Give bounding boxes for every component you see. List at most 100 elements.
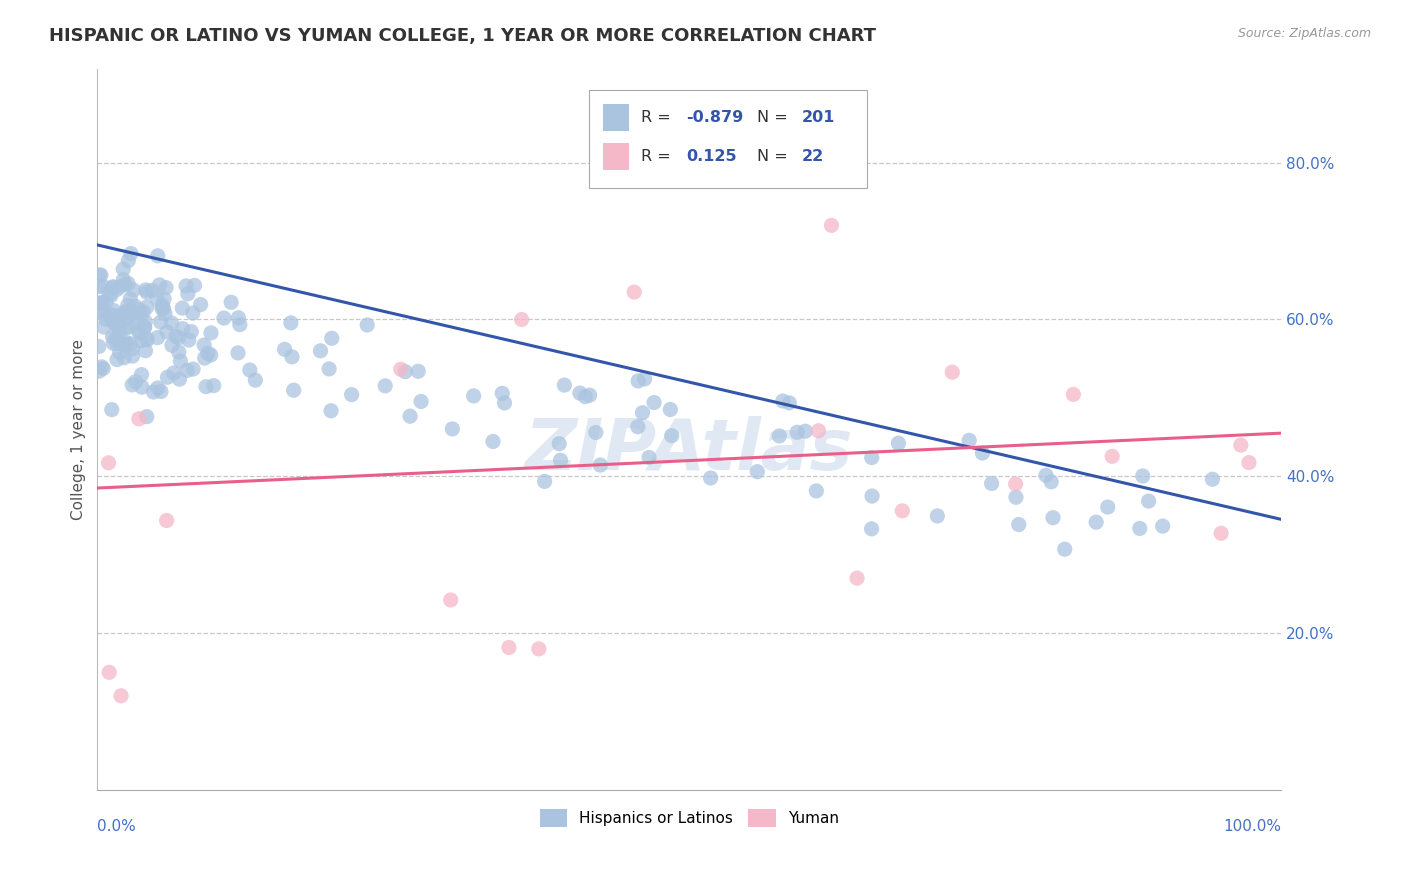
Point: [87, 339, 110, 353]
Point: [585, 425, 607, 440]
Point: [768, 429, 790, 443]
Point: [772, 394, 794, 409]
Point: [117, 298, 139, 312]
Point: [980, 476, 1002, 491]
Point: [786, 425, 808, 440]
Legend: Hispanics or Latinos, Yuman: Hispanics or Latinos, Yuman: [533, 803, 845, 833]
Point: [108, 323, 131, 337]
Point: [124, 299, 146, 313]
Point: [115, 337, 138, 351]
Point: [219, 295, 242, 310]
Text: 22: 22: [801, 149, 824, 164]
FancyBboxPatch shape: [603, 103, 628, 131]
Point: [627, 374, 650, 388]
Point: [108, 280, 131, 294]
Point: [194, 351, 217, 365]
Point: [245, 373, 267, 387]
Point: [114, 339, 136, 353]
Text: 0.0%: 0.0%: [97, 819, 136, 834]
Point: [887, 436, 910, 450]
Point: [1101, 450, 1123, 464]
Text: 100.0%: 100.0%: [1223, 819, 1281, 834]
Point: [394, 365, 416, 379]
Point: [136, 333, 159, 347]
Point: [94, 294, 117, 309]
Point: [1004, 477, 1026, 491]
Point: [177, 286, 200, 301]
Point: [128, 302, 150, 317]
Point: [374, 379, 396, 393]
Point: [1201, 472, 1223, 486]
Point: [283, 383, 305, 397]
Point: [747, 465, 769, 479]
Point: [659, 402, 682, 417]
Point: [441, 422, 464, 436]
Point: [1132, 469, 1154, 483]
Point: [1230, 438, 1253, 452]
Point: [103, 309, 125, 323]
Point: [239, 363, 262, 377]
Point: [846, 571, 869, 585]
Point: [115, 335, 138, 350]
Point: [200, 326, 222, 340]
FancyBboxPatch shape: [603, 143, 628, 170]
Point: [661, 428, 683, 442]
Point: [110, 309, 132, 323]
Point: [226, 346, 249, 360]
Point: [631, 406, 654, 420]
Point: [149, 315, 172, 329]
Point: [406, 364, 429, 378]
Point: [578, 388, 600, 402]
Point: [134, 343, 156, 358]
Point: [117, 320, 139, 334]
Point: [527, 641, 550, 656]
Point: [146, 381, 169, 395]
Point: [115, 312, 138, 326]
Point: [101, 280, 124, 294]
Point: [103, 336, 125, 351]
Point: [340, 387, 363, 401]
Point: [177, 333, 200, 347]
Point: [1053, 542, 1076, 557]
Point: [146, 249, 169, 263]
Point: [202, 378, 225, 392]
Point: [321, 331, 343, 345]
Point: [121, 304, 143, 318]
Point: [155, 280, 177, 294]
Point: [318, 362, 340, 376]
Point: [107, 334, 129, 348]
Point: [124, 375, 146, 389]
Point: [568, 386, 591, 401]
Point: [150, 384, 173, 399]
Point: [860, 522, 883, 536]
Point: [309, 343, 332, 358]
Point: [820, 219, 842, 233]
Point: [134, 320, 156, 334]
Point: [141, 284, 163, 298]
Point: [150, 299, 173, 313]
Point: [103, 303, 125, 318]
Text: Source: ZipAtlas.com: Source: ZipAtlas.com: [1237, 27, 1371, 40]
Point: [169, 354, 191, 368]
Point: [409, 394, 432, 409]
Point: [108, 345, 131, 359]
Point: [89, 296, 111, 310]
Point: [152, 301, 174, 316]
Point: [112, 351, 135, 365]
Point: [134, 315, 156, 329]
Point: [135, 332, 157, 346]
Point: [228, 310, 250, 325]
Point: [1237, 456, 1260, 470]
Point: [574, 390, 596, 404]
Point: [104, 316, 127, 330]
Point: [153, 292, 176, 306]
Text: 201: 201: [801, 110, 835, 125]
Point: [891, 504, 914, 518]
Point: [548, 436, 571, 450]
Point: [957, 434, 980, 448]
Point: [229, 318, 252, 332]
Point: [104, 317, 127, 331]
FancyBboxPatch shape: [589, 90, 868, 187]
Point: [1005, 490, 1028, 504]
Point: [200, 348, 222, 362]
